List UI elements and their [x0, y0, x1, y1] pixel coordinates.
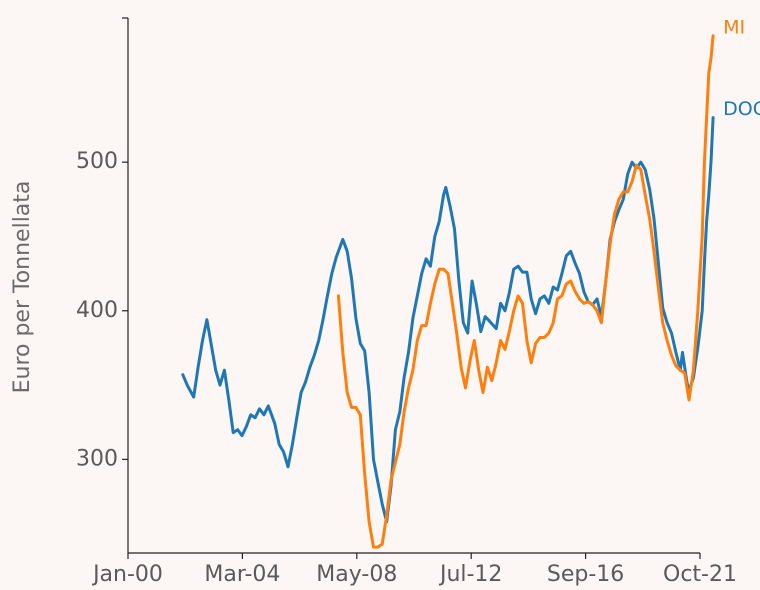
x-tick-label: Jul-12: [438, 562, 502, 587]
series-lines: [181, 34, 715, 549]
series-line-mi: [336, 34, 715, 549]
series-label-dog: DOG: [723, 98, 760, 120]
axis-ticks: 300 400 500 Jan-00 Mar-04 May-08 Jul-12 Sep-16 O…: [76, 17, 737, 587]
x-tick-label: May-08: [316, 562, 397, 587]
y-tick-label: 300: [76, 446, 118, 471]
y-tick-label: 400: [76, 298, 118, 323]
y-axis-label: Euro per Tonnellata: [10, 181, 35, 394]
y-tick-label: 500: [76, 149, 118, 174]
x-tick-label: Oct-21: [663, 562, 737, 587]
x-tick-label: Jan-00: [91, 562, 163, 587]
series-label-mi: MI: [723, 16, 745, 38]
x-tick-label: Mar-04: [204, 562, 280, 587]
series-labels: DOG MI: [723, 16, 760, 120]
x-tick-label: Sep-16: [547, 562, 624, 587]
